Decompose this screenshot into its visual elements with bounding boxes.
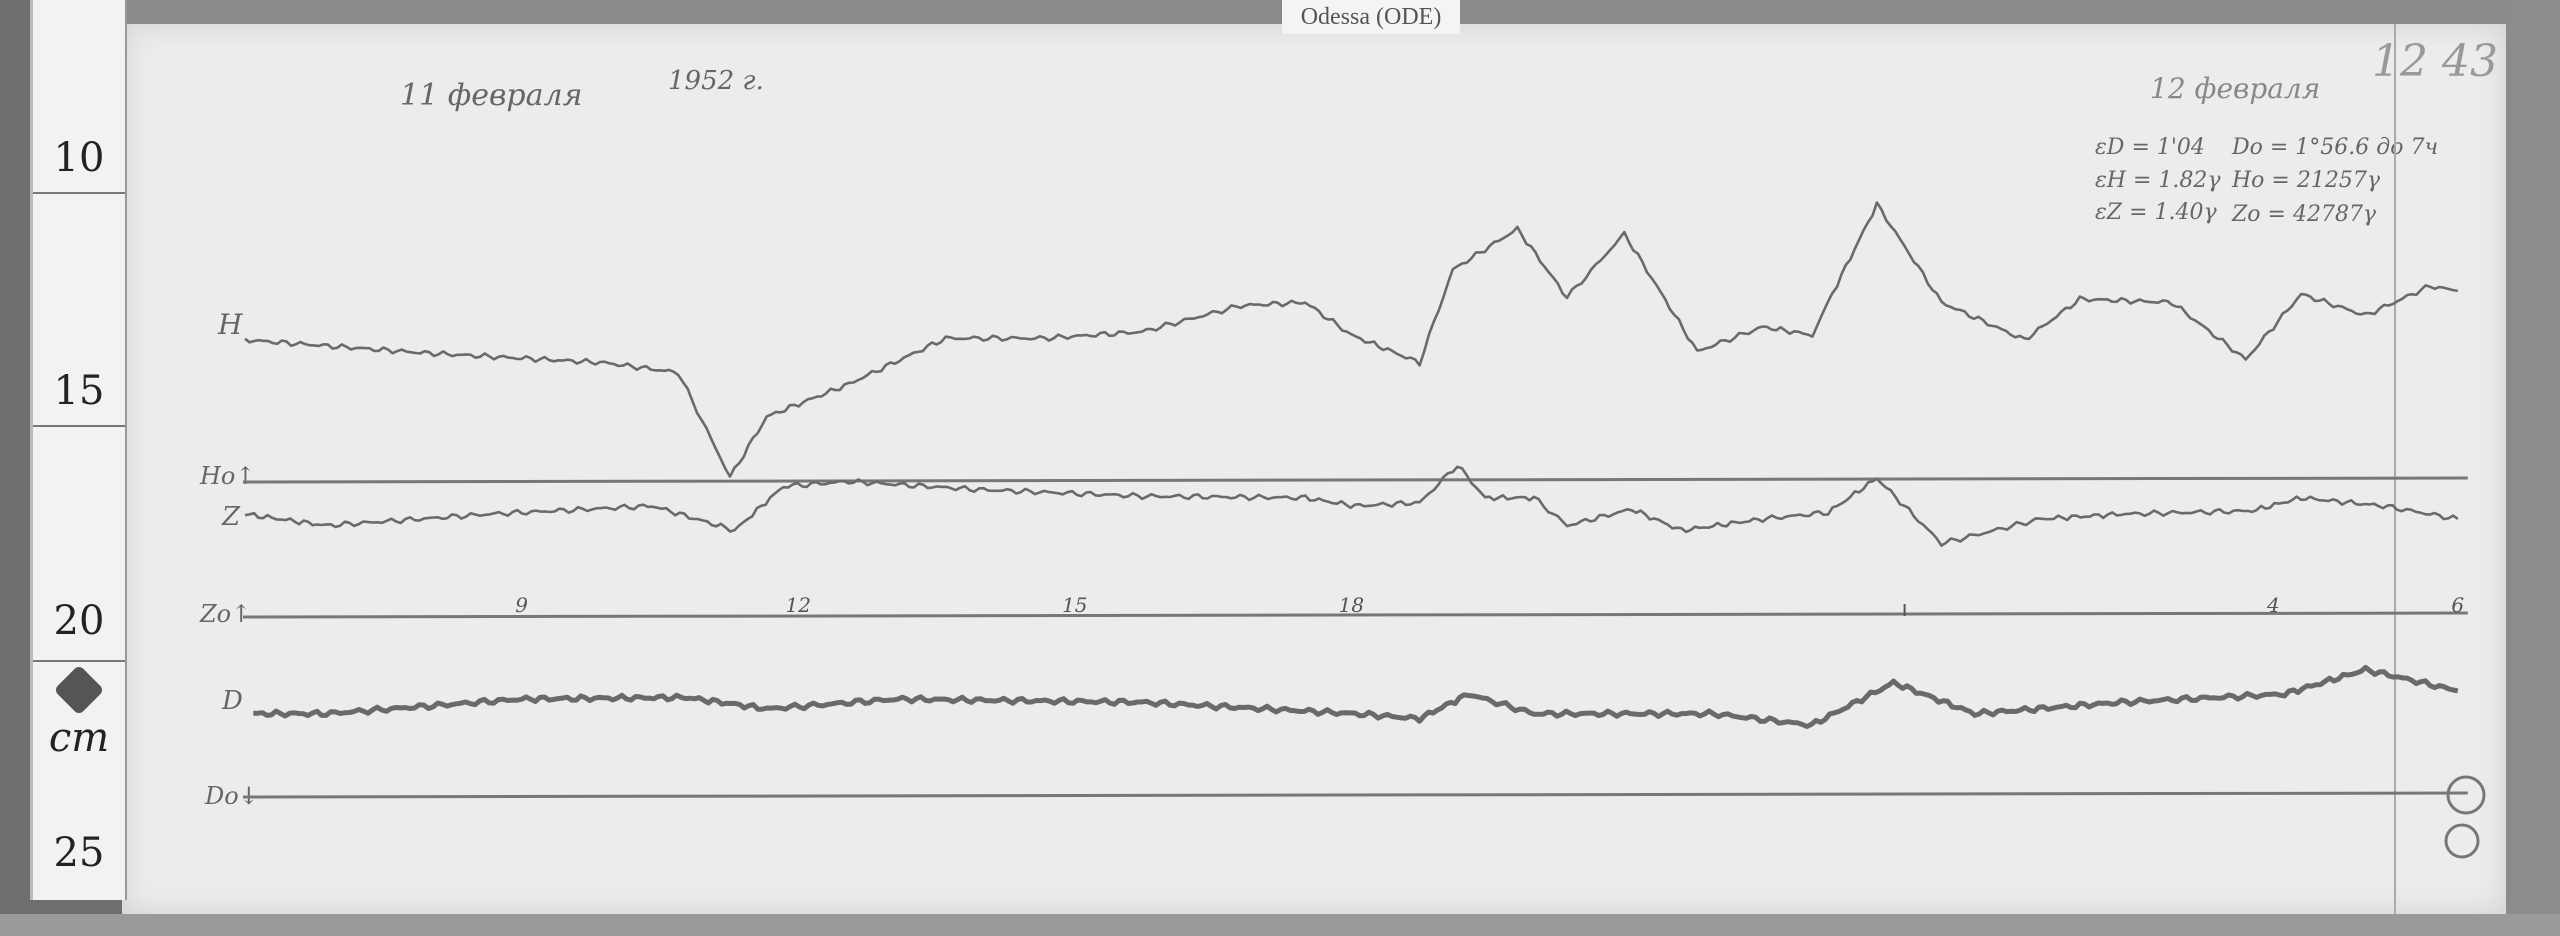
baseline-do	[242, 791, 2468, 799]
ruler-mark-25: 25	[53, 830, 105, 876]
ruler-mark-10: 10	[53, 135, 105, 181]
baseline-label-ho: Ho↑	[200, 462, 256, 490]
station-label: Odessa (ODE)	[1282, 0, 1460, 34]
hour-tick-label: 12	[785, 593, 810, 617]
constant-d0: Do = 1°56.6 до 7ч	[2232, 135, 2439, 160]
date-start: 11 февраля	[400, 78, 583, 113]
trace-label-d: D	[222, 686, 243, 716]
constant-h0: Ho = 21257γ	[2232, 168, 2380, 193]
ruler-divider	[33, 425, 125, 427]
trace-h	[244, 201, 2459, 478]
trace-label-z: Z	[222, 502, 241, 532]
photo-right-edge	[2506, 0, 2560, 936]
photo-bottom-edge	[0, 914, 2560, 936]
baseline-zo	[242, 611, 2468, 619]
hour-tick-label: 6	[2451, 593, 2464, 617]
trace-z	[244, 465, 2459, 547]
constant-eps-h: εH = 1.82γ	[2095, 168, 2221, 193]
year: 1952 г.	[668, 66, 764, 96]
date-end: 12 февраля	[2150, 72, 2321, 105]
ruler-mark-20: 20	[53, 598, 105, 644]
constant-eps-d: εD = 1'04	[2095, 135, 2205, 160]
ruler-mark-15: 15	[53, 368, 105, 414]
trace-label-h: H	[218, 308, 243, 341]
punch-hole	[2444, 823, 2480, 859]
trace-d	[253, 664, 2459, 729]
hour-tick-label: 9	[515, 593, 528, 617]
ruler-divider	[33, 192, 125, 194]
hour-tick-label: 18	[1339, 593, 1364, 617]
baseline-ho	[242, 476, 2468, 484]
sheet-number: 12 43	[2372, 36, 2498, 87]
constant-eps-z: εZ = 1.40γ	[2095, 200, 2217, 225]
baseline-label-zo: Zo↑	[200, 600, 252, 628]
punch-hole	[2446, 775, 2486, 815]
constant-z0: Zo = 42787γ	[2232, 202, 2377, 227]
hour-tick-label: 4	[2266, 593, 2280, 617]
magnetogram-paper	[122, 24, 2506, 914]
cm-ruler: 10 15 20 cm 25	[30, 0, 127, 900]
ruler-unit: cm	[48, 715, 110, 761]
ruler-divider	[33, 660, 125, 662]
hour-tick-label: 15	[1062, 593, 1087, 617]
